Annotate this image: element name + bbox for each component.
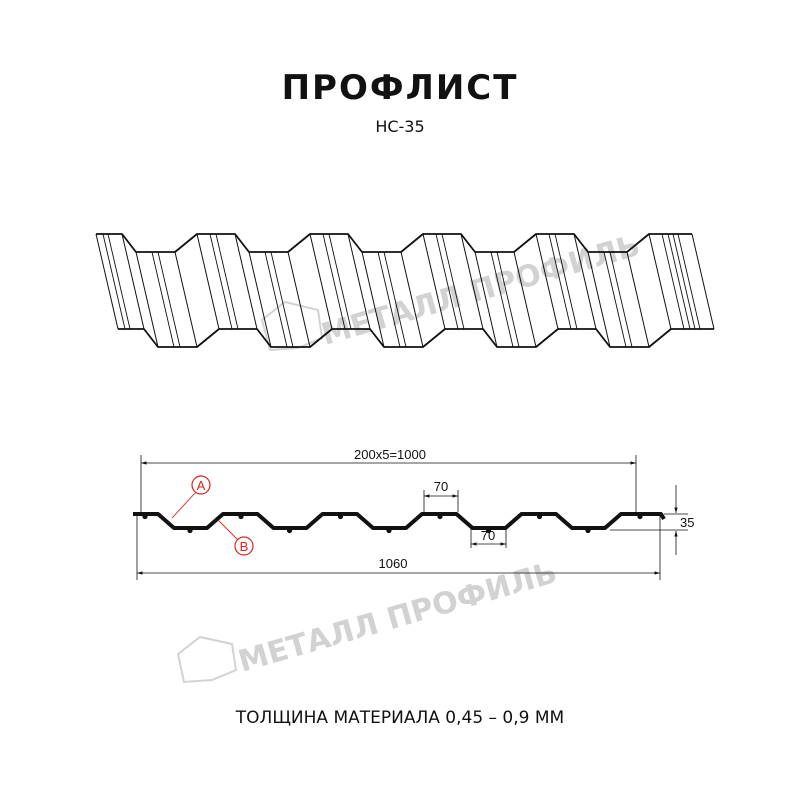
sheet-rib-line [661, 233, 685, 330]
profile-rib [585, 527, 591, 534]
sheet-rib-line [151, 251, 175, 348]
watermark-text-top: МЕТАЛЛ ПРОФИЛЬ [318, 228, 644, 352]
profile-rib [485, 527, 492, 534]
sheet-fold-line [648, 233, 672, 330]
profile-rib [142, 513, 148, 520]
sheet-fold-line [234, 233, 258, 330]
sheet-fold-line [309, 233, 333, 330]
sheet-rib-line [215, 233, 239, 330]
dimension-pitch [140, 455, 637, 512]
sheet-fold-line [535, 233, 559, 330]
sheet-rib-line [677, 233, 701, 330]
sheet-fold-line [121, 233, 145, 330]
marker-a-label: A [197, 478, 206, 493]
dimension-overall-label: 1060 [379, 556, 408, 571]
sheet-fold-line [196, 233, 220, 330]
profile-section [133, 512, 666, 534]
profile-rib [437, 513, 443, 520]
sheet-rib-line [328, 233, 352, 330]
sheet-fold-line [626, 251, 650, 348]
sheet-rib-line [107, 233, 131, 330]
isometric-sheet-view [95, 233, 715, 348]
dimension-overall [136, 516, 661, 580]
sheet-rib-line [667, 233, 691, 330]
profile-rib [637, 513, 643, 520]
sheet-fold-line [587, 251, 611, 348]
sheet-rib-line [603, 251, 627, 348]
profile-line [133, 512, 666, 530]
sheet-fold-line [400, 251, 424, 348]
sheet-rib-line [672, 233, 696, 330]
marker-b: B [217, 519, 254, 556]
dimension-top-shelf-label: 70 [434, 479, 448, 494]
profile-rib [187, 527, 193, 534]
sheet-rib-line [209, 233, 233, 330]
sheet-fold-line [95, 233, 119, 330]
sheet-rib-line [548, 233, 572, 330]
dimension-bottom-shelf-label: 70 [481, 528, 495, 543]
sheet-fold-line [174, 251, 198, 348]
dimension-height-label: 35 [680, 515, 694, 530]
sheet-rib-line [609, 251, 633, 348]
dimension-height [610, 485, 688, 555]
dimension-pitch-label: 200x5=1000 [354, 447, 426, 462]
sheet-fold-line [513, 251, 537, 348]
sheet-rib-line [435, 233, 459, 330]
marker-a: A [171, 475, 211, 519]
sheet-rib-line [496, 251, 520, 348]
profile-rib [536, 513, 543, 520]
watermark-text-bottom: МЕТАЛЛ ПРОФИЛЬ [235, 555, 561, 679]
sheet-rib-line [322, 233, 346, 330]
sheet-rib-line [157, 251, 181, 348]
sheet-fold-line [248, 251, 272, 348]
sheet-top-edge [96, 233, 692, 253]
profile-rib [286, 527, 293, 534]
dimension-top-shelf [423, 490, 459, 512]
sheet-fold-line [287, 251, 311, 348]
material-thickness-note: ТОЛЩИНА МАТЕРИАЛА 0,45 – 0,9 ММ [235, 708, 565, 728]
page-title: ПРОФЛИСТ [281, 68, 519, 108]
dimension-bottom-shelf [470, 528, 507, 548]
sheet-rib-line [490, 251, 514, 348]
sheet-rib-line [270, 251, 294, 348]
sheet-fold-line [361, 251, 385, 348]
watermark-logo-bottom: МЕТАЛЛ ПРОФИЛЬ [176, 555, 561, 684]
marker-b-label: B [240, 539, 249, 554]
sheet-fold-line [347, 233, 371, 330]
sheet-fold-line [460, 233, 484, 330]
sheet-bottom-edge [118, 328, 714, 348]
profile-rib [386, 527, 392, 534]
model-subtitle: НС-35 [375, 117, 425, 136]
sheet-fold-line [474, 251, 498, 348]
sheet-rib-line [383, 251, 407, 348]
sheet-rib-line [441, 233, 465, 330]
sheet-fold-line [422, 233, 446, 330]
sheet-rib-line [377, 251, 401, 348]
sheet-rib-line [264, 251, 288, 348]
sheet-fold-line [573, 233, 597, 330]
sheet-fold-line [135, 251, 159, 348]
profile-rib [337, 513, 344, 520]
sheet-rib-line [554, 233, 578, 330]
profile-rib [238, 513, 244, 520]
sheet-fold-line [691, 233, 715, 330]
sheet-rib-line [102, 233, 126, 330]
